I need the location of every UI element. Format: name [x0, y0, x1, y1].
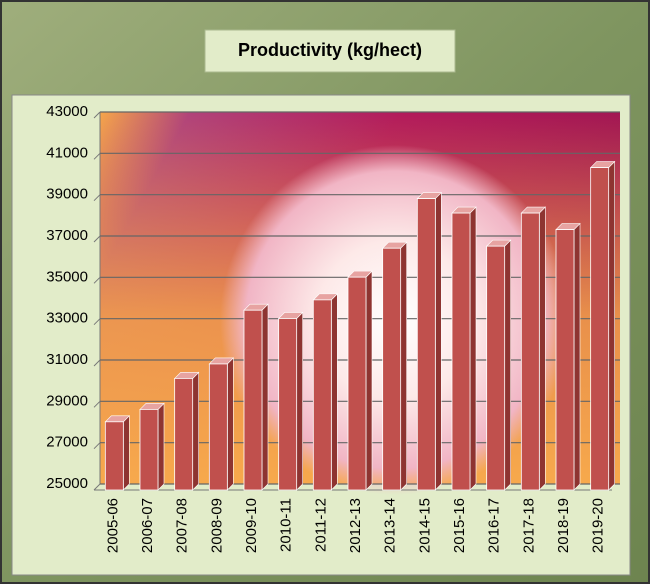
chart-title: Productivity (kg/hect)	[238, 40, 422, 60]
y-tick	[93, 359, 101, 367]
bar-side	[435, 191, 442, 491]
x-tick-label: 2012-13	[347, 498, 364, 553]
bar	[347, 276, 367, 491]
bar	[555, 229, 575, 491]
y-tick	[93, 276, 101, 284]
y-tick-label: 35000	[46, 268, 88, 285]
bar	[590, 167, 610, 491]
bar	[520, 212, 540, 491]
y-tick-label: 37000	[46, 227, 88, 244]
bar-side	[192, 371, 199, 491]
bar-side	[365, 270, 373, 491]
x-tick-label: 2011-12	[312, 498, 329, 552]
y-tick	[93, 152, 101, 160]
y-tick-label: 39000	[46, 186, 88, 203]
bar-side	[227, 357, 234, 491]
bar-side	[157, 402, 165, 491]
y-tick	[93, 194, 101, 202]
bar-side	[504, 239, 511, 491]
y-tick-label: 27000	[46, 434, 88, 451]
y-tick-label: 43000	[46, 103, 88, 120]
bar-side	[573, 222, 581, 491]
bar-side	[331, 293, 338, 491]
y-tick	[93, 235, 101, 243]
y-tick-label: 31000	[46, 351, 88, 368]
y-tick	[93, 111, 101, 119]
bar	[382, 247, 402, 491]
x-tick-label: 2014-15	[416, 498, 433, 553]
y-tick	[93, 483, 101, 491]
bar	[486, 245, 506, 491]
x-tick-label: 2017-18	[520, 498, 537, 553]
bar	[208, 363, 228, 491]
bar	[174, 377, 194, 491]
bar	[312, 299, 332, 491]
bar	[243, 309, 263, 491]
bar	[139, 408, 159, 491]
x-tick-label: 2006-07	[139, 498, 156, 553]
bar-side	[469, 206, 477, 491]
bar	[278, 318, 298, 491]
bar-side	[539, 206, 546, 491]
x-tick-label: 2013-14	[382, 498, 399, 553]
y-tick	[93, 442, 101, 450]
y-tick	[93, 318, 101, 326]
y-tick-label: 29000	[46, 392, 88, 409]
x-tick-label: 2008-09	[208, 498, 225, 553]
bar	[104, 421, 124, 491]
title-box	[204, 29, 456, 73]
x-tick-label: 2015-16	[451, 498, 468, 553]
bar-side	[400, 241, 407, 491]
x-tick-label: 2007-08	[174, 498, 191, 553]
bar-side	[123, 415, 130, 491]
bar	[451, 212, 471, 491]
y-tick-label: 25000	[46, 475, 88, 492]
x-tick-label: 2019-20	[590, 498, 607, 553]
x-tick-label: 2018-19	[555, 498, 572, 553]
y-tick	[93, 400, 101, 408]
x-tick-label: 2016-17	[486, 498, 503, 553]
x-tick-label: 2010-11	[278, 498, 295, 552]
y-tick-label: 41000	[46, 144, 88, 161]
x-tick-label: 2009-10	[243, 498, 260, 553]
bar	[416, 198, 436, 491]
bar-side	[261, 303, 269, 491]
y-tick-label: 33000	[46, 310, 88, 327]
x-tick-label: 2005-06	[104, 498, 121, 553]
bar-side	[296, 311, 303, 491]
bar-side	[608, 160, 615, 491]
